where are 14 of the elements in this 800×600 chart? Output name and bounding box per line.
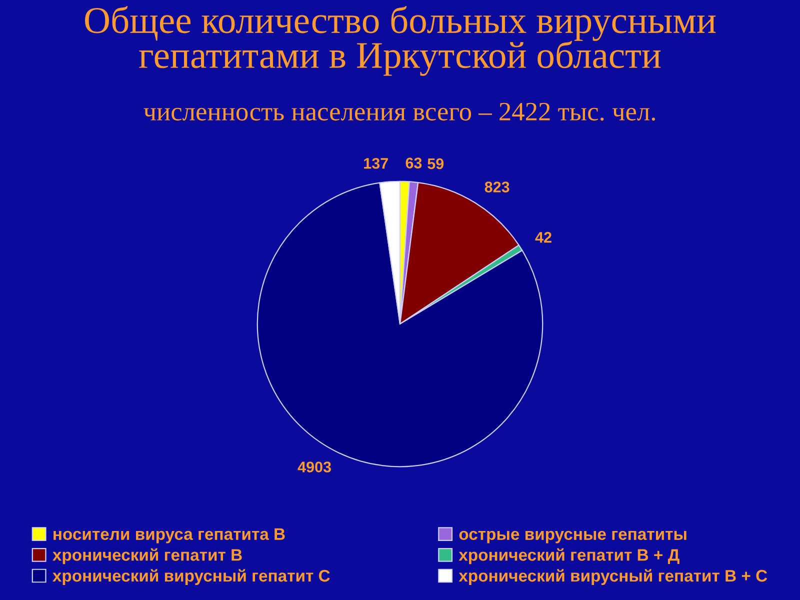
- data-label: 63: [406, 158, 422, 168]
- data-label: 4903: [298, 462, 331, 472]
- data-label: 823: [484, 182, 510, 192]
- data-label: 137: [364, 158, 388, 169]
- legend-label: хронический вирусный гепатит С: [52, 569, 330, 585]
- data-label: 42: [535, 232, 552, 243]
- legend-label: носители вируса гепатита В: [54, 528, 285, 544]
- legend-label: хронический гепатит В: [52, 548, 242, 564]
- legend-label: хронический вирусный гепатит В + С: [458, 569, 768, 585]
- chart-subtitle: численность населения всего – 2422 тыс. чел.: [144, 102, 655, 121]
- data-label: 59: [428, 158, 444, 170]
- chart-title: Общее количество больных вирусными гепатитами в Иркутской области: [85, 6, 716, 76]
- legend-label: хронический гепатит В + Д: [458, 548, 680, 564]
- legend-label: острые вирусные гепатиты: [459, 530, 686, 544]
